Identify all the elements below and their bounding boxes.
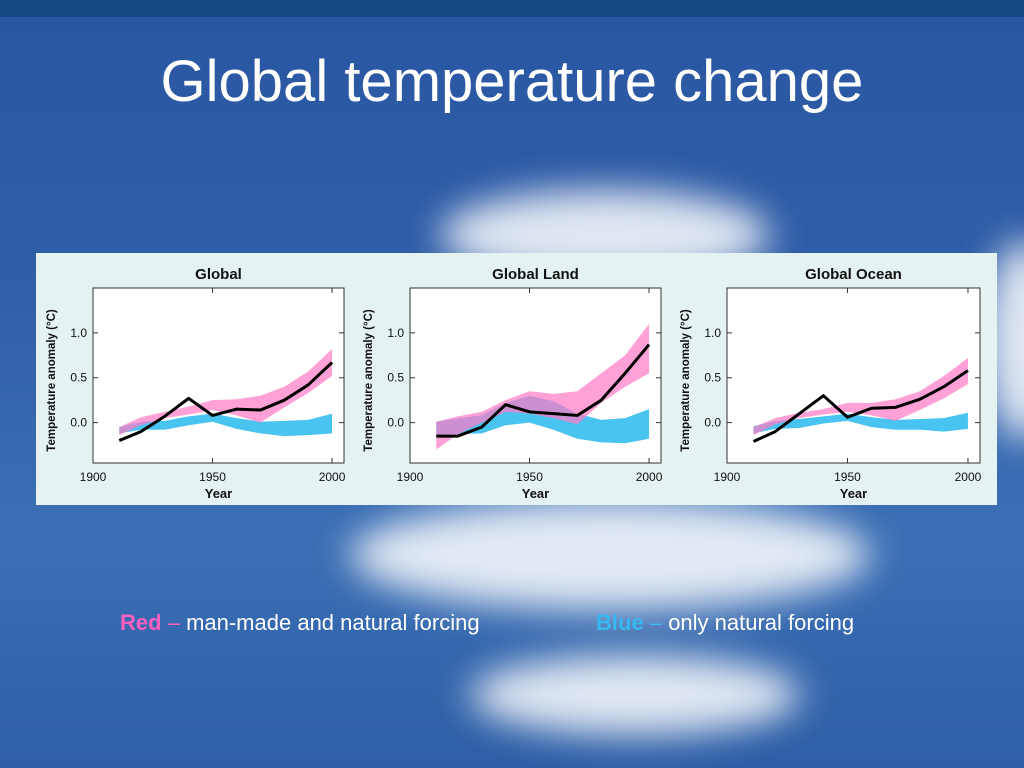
caption-blue-key: Blue [596,610,644,635]
chart-title: Global Land [492,266,579,283]
x-tick-label: 2000 [955,470,982,484]
natural-forcing-band [436,395,650,444]
top-bar [0,0,1024,17]
chart-panel: Global 0.0 0.5 1.0 1900 1950 2000 Year Temperatu… [36,253,997,505]
y-tick-label: 1.0 [70,326,87,340]
y-axis-label: Temperature anomaly (°C) [680,309,692,452]
x-tick-label: 1950 [199,470,226,484]
combined-forcing-band [119,349,333,436]
x-tick-label: 1900 [397,470,424,484]
x-tick-label: 1900 [80,470,107,484]
y-tick-label: 0.5 [70,371,87,385]
natural-forcing-band [119,413,333,437]
x-tick-label: 1900 [714,470,741,484]
natural-forcing-band [753,412,968,434]
caption-red-text: man-made and natural forcing [186,610,480,635]
caption-red-dash: – [167,610,180,635]
x-axis-label: Year [205,486,232,501]
y-tick-label: 0.5 [704,371,721,385]
observed-line [118,361,334,442]
cloud-decoration [350,500,870,610]
y-tick-label: 0.5 [387,371,404,385]
slide-title: Global temperature change [160,49,864,114]
cloud-decoration [470,655,800,735]
observed-line [752,369,969,443]
x-tick-label: 1950 [516,470,543,484]
chart-title: Global Ocean [805,266,902,283]
combined-forcing-band [753,358,968,436]
chart-title: Global [195,266,242,283]
y-tick-label: 0.0 [70,416,87,430]
x-tick-label: 2000 [636,470,663,484]
y-tick-label: 0.0 [704,416,721,430]
y-tick-label: 1.0 [704,326,721,340]
caption-blue: Blue – only natural forcing [596,610,854,636]
y-axis-label: Temperature anomaly (°C) [46,309,58,452]
x-tick-label: 2000 [319,470,346,484]
caption-blue-dash: – [649,610,663,635]
caption-blue-text: only natural forcing [668,610,855,635]
x-axis-label: Year [840,486,867,501]
x-axis-label: Year [522,486,549,501]
temperature-charts: Global 0.0 0.5 1.0 1900 1950 2000 Year Temperatu… [46,266,982,501]
y-tick-label: 1.0 [387,326,404,340]
y-axis-label: Temperature anomaly (°C) [363,309,375,452]
caption-red: Red – man-made and natural forcing [120,610,480,636]
observed-line [436,343,651,438]
caption-red-key: Red [120,610,162,635]
y-tick-label: 0.0 [387,416,404,430]
x-tick-label: 1950 [834,470,861,484]
